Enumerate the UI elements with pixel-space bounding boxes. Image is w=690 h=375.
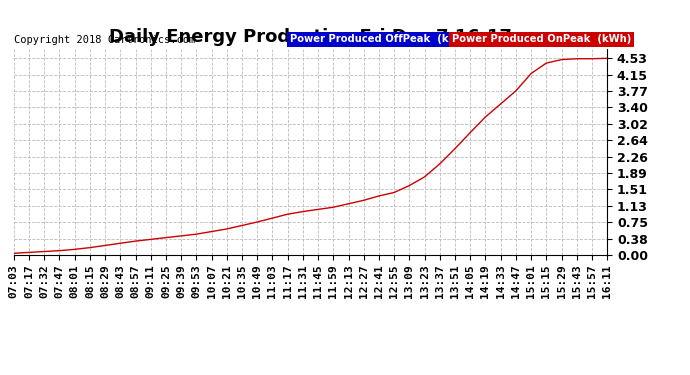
Text: Power Produced OffPeak  (kWh): Power Produced OffPeak (kWh): [290, 34, 471, 44]
Text: Copyright 2018 Cartronics.com: Copyright 2018 Cartronics.com: [14, 34, 195, 45]
Text: Power Produced OnPeak  (kWh): Power Produced OnPeak (kWh): [452, 34, 631, 44]
Title: Daily Energy Production Fri Dec 7 16:17: Daily Energy Production Fri Dec 7 16:17: [109, 28, 512, 46]
